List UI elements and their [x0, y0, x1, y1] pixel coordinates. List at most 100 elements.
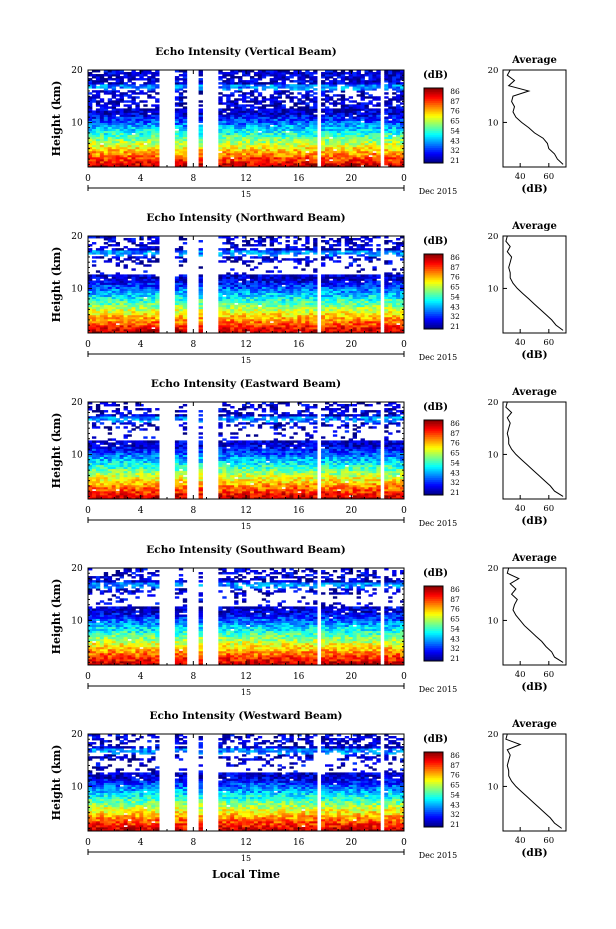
heatmap-cell	[261, 154, 267, 158]
heatmap-cell	[321, 94, 326, 97]
heatmap-cell	[289, 146, 294, 150]
heatmap-cell	[139, 128, 144, 132]
heatmap-cell	[131, 164, 136, 168]
heatmap-cell	[119, 278, 124, 281]
heatmap-cell	[242, 144, 247, 148]
heatmap-cell	[360, 314, 365, 318]
heatmap-cell	[115, 102, 120, 105]
heatmap-cell	[332, 152, 338, 156]
heatmap-cell	[198, 280, 203, 283]
heatmap-cell	[151, 156, 156, 160]
heatmap-cell	[234, 104, 239, 107]
heatmap-cell	[198, 164, 203, 168]
heatmap-cell	[230, 86, 235, 89]
heatmap-cell	[88, 286, 93, 289]
heatmap-cell	[396, 274, 401, 277]
heatmap-cell	[115, 120, 120, 123]
heatmap-cell	[174, 112, 180, 115]
heatmap-cell	[352, 306, 357, 310]
heatmap-cell	[143, 324, 148, 328]
heatmap-cell	[253, 316, 259, 320]
heatmap-cell	[388, 80, 393, 83]
heatmap-cell	[289, 320, 294, 324]
heatmap-cell	[289, 312, 294, 316]
heatmap-cell	[301, 280, 306, 283]
heatmap-cell	[269, 310, 275, 314]
heatmap-cell	[265, 270, 271, 273]
heatmap-cell	[364, 306, 369, 310]
heatmap-cell	[261, 72, 267, 75]
heatmap-cell	[246, 274, 251, 277]
heatmap-cell	[376, 104, 381, 107]
heatmap-cell	[139, 294, 144, 298]
heatmap-cell	[368, 144, 373, 148]
heatmap-cell	[135, 78, 140, 81]
heatmap-cell	[198, 132, 203, 136]
heatmap-cell	[143, 330, 148, 334]
heatmap-cell	[376, 146, 381, 150]
heatmap-cell	[372, 162, 377, 166]
heatmap-cell	[368, 150, 373, 154]
heatmap-cell	[91, 142, 97, 146]
heatmap-cell	[242, 318, 247, 322]
heatmap-cell	[332, 326, 338, 330]
heatmap-cell	[99, 330, 105, 334]
heatmap-cell	[230, 312, 235, 316]
heatmap-cell	[249, 146, 255, 150]
heatmap-cell	[249, 100, 255, 103]
heatmap-cell	[392, 122, 397, 125]
heatmap-cell	[336, 290, 342, 293]
colorbar-segment	[424, 140, 443, 143]
heatmap-cell	[131, 326, 136, 330]
colorbar-segment	[424, 138, 443, 141]
heatmap-cell	[281, 282, 286, 285]
heatmap-cell	[139, 158, 144, 162]
heatmap-cell	[246, 308, 251, 312]
heatmap-cell	[352, 88, 357, 91]
heatmap-cell	[273, 326, 278, 330]
heatmap-cell	[230, 140, 235, 144]
heatmap-cell	[313, 116, 318, 119]
heatmap-cell	[135, 292, 140, 295]
heatmap-cell	[285, 328, 290, 332]
heatmap-cell	[88, 282, 93, 285]
heatmap-cell	[313, 118, 318, 121]
heatmap-cell	[107, 76, 113, 79]
heatmap-cell	[131, 110, 136, 113]
heatmap-cell	[293, 74, 298, 77]
heatmap-cell	[91, 114, 97, 117]
heatmap-cell	[344, 320, 350, 324]
heatmap-cell	[182, 280, 188, 283]
heatmap-cell	[218, 292, 223, 295]
heatmap-cell	[364, 114, 369, 117]
heatmap-cell	[234, 256, 239, 259]
heatmap-cell	[174, 70, 180, 73]
heatmap-cell	[384, 276, 389, 279]
heatmap-cell	[269, 110, 275, 113]
heatmap-cell	[297, 162, 302, 166]
heatmap-cell	[328, 112, 334, 115]
heatmap-cell	[119, 318, 124, 322]
heatmap-cell	[88, 150, 93, 154]
heatmap-cell	[396, 154, 401, 158]
heatmap-cell	[230, 118, 235, 121]
heatmap-cell	[88, 290, 93, 293]
heatmap-cell	[155, 320, 160, 324]
heatmap-cell	[285, 302, 290, 306]
heatmap-cell	[289, 88, 294, 91]
heatmap-cell	[396, 272, 401, 275]
heatmap-cell	[174, 304, 180, 308]
heatmap-cell	[178, 278, 184, 281]
heatmap-cell	[151, 128, 156, 132]
heatmap-cell	[297, 116, 302, 119]
heatmap-cell	[127, 104, 132, 107]
heatmap-cell	[246, 316, 251, 320]
heatmap-cell	[218, 274, 223, 277]
heatmap-cell	[305, 86, 310, 89]
heatmap-cell	[226, 304, 231, 308]
heatmap-cell	[182, 158, 188, 162]
heatmap-cell	[88, 134, 93, 138]
heatmap-cell	[218, 122, 223, 125]
heatmap-cell	[155, 150, 160, 154]
heatmap-cell	[123, 82, 128, 85]
